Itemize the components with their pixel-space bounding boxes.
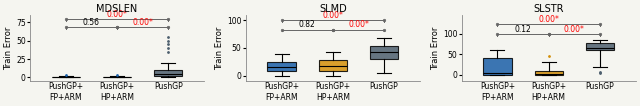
PathPatch shape [268, 62, 296, 71]
Y-axis label: Train Error: Train Error [215, 26, 224, 70]
Text: 0.00*: 0.00* [107, 10, 127, 19]
PathPatch shape [319, 60, 347, 71]
PathPatch shape [154, 70, 182, 76]
Text: 0.00*: 0.00* [538, 15, 559, 24]
Text: 0.56: 0.56 [83, 18, 100, 27]
PathPatch shape [370, 46, 398, 59]
Y-axis label: Train Error: Train Error [431, 26, 440, 70]
Text: 0.00*: 0.00* [323, 11, 343, 20]
Text: 0.00*: 0.00* [348, 20, 369, 29]
PathPatch shape [483, 58, 511, 75]
Title: SLSTR: SLSTR [533, 4, 564, 14]
Y-axis label: Train Error: Train Error [4, 26, 13, 70]
Title: SLMD: SLMD [319, 4, 347, 14]
Text: 0.12: 0.12 [515, 25, 531, 34]
Text: 0.00*: 0.00* [132, 18, 153, 27]
Text: 0.00*: 0.00* [564, 25, 585, 34]
PathPatch shape [586, 43, 614, 50]
PathPatch shape [534, 71, 563, 75]
Title: MDSLEN: MDSLEN [97, 4, 138, 14]
Text: 0.82: 0.82 [299, 20, 316, 29]
